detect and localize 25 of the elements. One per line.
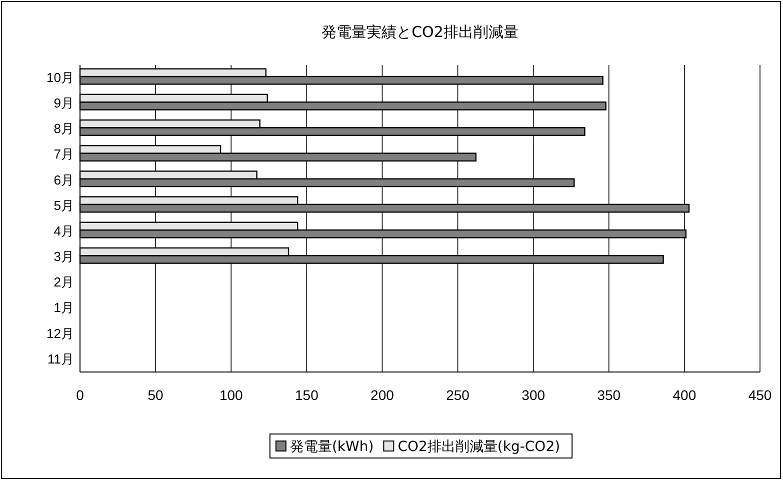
x-tick-label: 250 [446,386,470,403]
x-tick-label: 400 [672,386,696,403]
y-tick-label: 5月 [54,198,74,213]
legend-label: CO2排出削減量(kg-CO2) [398,439,560,455]
y-tick-label: 3月 [54,249,74,264]
y-tick-label: 11月 [48,351,74,366]
legend-label: 発電量(kWh) [290,439,374,455]
y-tick-label: 4月 [54,223,74,238]
x-tick-label: 0 [76,386,84,403]
y-tick-label: 10月 [46,70,74,85]
x-tick-label: 50 [148,386,164,403]
y-tick-label: 9月 [54,96,74,111]
chart-title: 発電量実績とCO2排出削減量 [322,23,518,41]
x-tick-label: 350 [597,386,621,403]
x-tick-label: 450 [748,386,772,403]
y-tick-label: 8月 [54,121,74,136]
y-tick-label: 7月 [54,146,74,162]
y-tick-label: 1月 [54,300,74,316]
x-tick-label: 200 [370,386,394,403]
x-tick-label: 100 [219,386,244,403]
y-tick-label: 12月 [46,326,74,341]
x-tick-label: 150 [294,386,319,403]
y-tick-label: 6月 [54,172,74,188]
y-tick-label: 2月 [54,274,74,290]
x-tick-label: 300 [522,386,546,403]
